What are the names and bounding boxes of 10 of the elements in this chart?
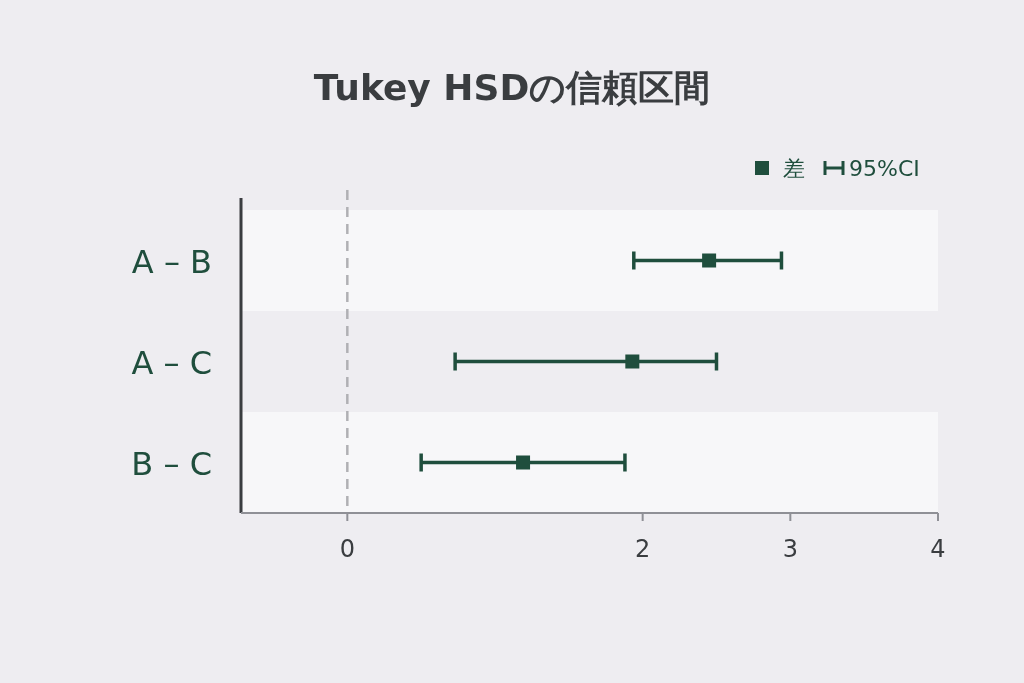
x-tick-label: 0 (339, 535, 355, 563)
legend-label: 差 (783, 156, 805, 181)
x-tick-label: 4 (930, 535, 946, 563)
y-tick-label: A – C (131, 343, 212, 382)
x-tick-label: 3 (782, 535, 798, 563)
y-tick-label: A – B (131, 242, 212, 281)
chart-title: Tukey HSDの信頼区間 (313, 67, 711, 108)
y-tick-label: B – C (131, 444, 212, 483)
x-tick-label: 2 (635, 535, 651, 563)
text: 95%CI (849, 156, 920, 181)
